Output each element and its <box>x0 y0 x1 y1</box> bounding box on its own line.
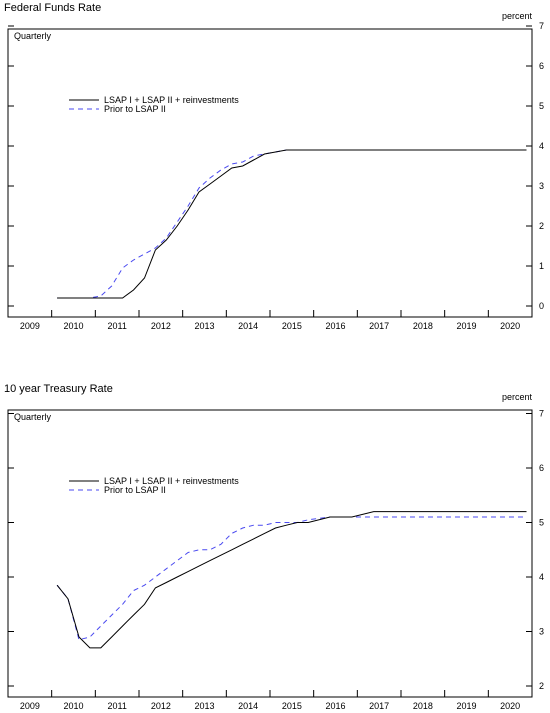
y-tick-label: 3 <box>539 627 544 637</box>
legend-label: LSAP I + LSAP II + reinvestments <box>104 95 239 105</box>
x-tick-label: 2015 <box>282 321 302 331</box>
x-tick-label: 2014 <box>238 321 258 331</box>
series-line-lsap-reinvestments <box>57 149 527 299</box>
x-tick-label: 2017 <box>369 321 389 331</box>
x-tick-label: 2018 <box>413 321 433 331</box>
x-tick-label: 2016 <box>325 701 345 711</box>
chart-title-treasury: 10 year Treasury Rate <box>4 383 113 395</box>
y-tick-label: 1 <box>539 261 544 271</box>
chart-panel-1: 2009 2010 2011 2012 2013 2014 2015 2016 2017 2018… <box>7 11 544 331</box>
plot-frame <box>7 28 533 318</box>
x-tick-label: 2019 <box>456 701 476 711</box>
x-tick-label: 2011 <box>107 321 126 331</box>
x-tick-label: 2010 <box>63 701 83 711</box>
chart-title-federal-funds: Federal Funds Rate <box>4 2 102 14</box>
frequency-label: Quarterly <box>14 31 52 41</box>
y-unit-label: percent <box>502 11 533 21</box>
x-tick-label: 2013 <box>194 321 214 331</box>
y-tick-label: 4 <box>539 141 544 151</box>
legend-label: Prior to LSAP II <box>104 485 166 495</box>
x-tick-label: 2020 <box>500 321 520 331</box>
x-tick-label: 2009 <box>20 321 40 331</box>
y-tick-label: 6 <box>539 61 544 71</box>
y-tick-label: 6 <box>539 463 544 473</box>
x-tick-label: 2014 <box>238 701 258 711</box>
x-tick-label: 2012 <box>151 701 171 711</box>
y-tick-label: 2 <box>539 221 544 231</box>
y-tick-label: 3 <box>539 181 544 191</box>
y-tick-label: 5 <box>539 101 544 111</box>
x-tick-label: 2010 <box>63 321 83 331</box>
y-tick-label: 7 <box>539 409 544 419</box>
x-tick-label: 2011 <box>107 701 126 711</box>
x-tick-label: 2018 <box>413 701 433 711</box>
y-unit-label: percent <box>502 392 533 402</box>
x-tick-label: 2012 <box>151 321 171 331</box>
y-tick-label: 2 <box>539 681 544 691</box>
legend-label: LSAP I + LSAP II + reinvestments <box>104 476 239 486</box>
x-tick-label: 2020 <box>500 701 520 711</box>
frequency-label: Quarterly <box>14 412 52 422</box>
x-tick-label: 2009 <box>20 701 40 711</box>
y-tick-label: 0 <box>539 301 544 311</box>
series-line-lsap-reinvestments <box>56 511 527 649</box>
y-tick-label: 7 <box>539 21 544 31</box>
chart-panel-2: 2009 2010 2011 2012 2013 2014 2015 2016 2017 2018… <box>7 392 544 711</box>
y-tick-label: 5 <box>539 518 544 528</box>
x-tick-label: 2015 <box>282 701 302 711</box>
y-tick-label: 4 <box>539 572 544 582</box>
x-tick-label: 2013 <box>194 701 214 711</box>
x-tick-label: 2019 <box>456 321 476 331</box>
legend-label: Prior to LSAP II <box>104 104 166 114</box>
series-line-prior-to-lsap-ii <box>57 149 527 299</box>
x-tick-label: 2017 <box>369 701 389 711</box>
x-tick-label: 2016 <box>325 321 345 331</box>
plot-frame <box>7 409 533 698</box>
